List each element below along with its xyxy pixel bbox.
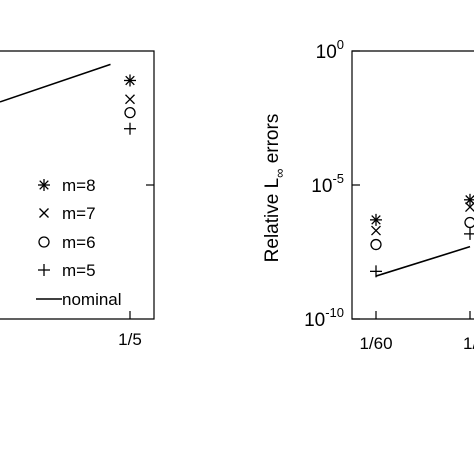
right-point-m8 [464, 193, 474, 206]
legend-entry-m6: m=6 [38, 233, 96, 252]
right-axes-frame [351, 50, 474, 320]
right-nominal-line [375, 245, 471, 277]
left-x-tick-label: 1/5 [118, 330, 142, 349]
right-y-tick-label-1: 10-5 [311, 171, 344, 197]
left-nominal-line [0, 63, 111, 103]
legend-label-m7: m=7 [62, 204, 96, 223]
legend-marker-plus [38, 264, 50, 276]
legend-label-m8: m=8 [62, 176, 96, 195]
left-plot: 1/5 m=8 m=7 m=6 m=5 nominal [0, 50, 155, 349]
right-y-ticks: 100 10-5 10-10 [304, 37, 360, 331]
legend-entry-m5: m=5 [38, 261, 96, 280]
right-point-m6 [370, 238, 382, 251]
right-y-tick-label-0: 100 [316, 37, 344, 63]
left-point-m8 [124, 74, 136, 87]
left-point-m6 [124, 106, 136, 119]
right-series-marks [370, 193, 474, 278]
legend-entry-m8: m=8 [38, 176, 96, 195]
legend: m=8 m=7 m=6 m=5 nominal [36, 176, 122, 309]
right-x-tick-label-2: 1/4 [463, 334, 474, 353]
ylabel-post: errors [262, 114, 283, 169]
left-point-m5 [124, 122, 136, 135]
legend-label-nominal: nominal [62, 290, 122, 309]
legend-marker-circle [38, 236, 50, 248]
legend-symbol [39, 208, 49, 218]
right-point-m7 [371, 225, 381, 236]
right-point-m8 [370, 213, 382, 226]
right-plot: 100 10-5 10-10 1/60 1/4 Relative L∞ errors [262, 37, 474, 353]
legend-symbol [38, 179, 50, 191]
legend-entry-m7: m=7 [39, 204, 96, 223]
legend-entry-nominal: nominal [36, 290, 122, 309]
right-y-tick-label-2: 10-10 [304, 305, 344, 331]
ylabel-pre: Relative L [262, 178, 283, 263]
legend-symbol [38, 236, 50, 248]
ylabel-sub: ∞ [272, 169, 287, 178]
left-point-m7 [125, 94, 135, 105]
right-x-tick-label-1: 1/60 [359, 334, 392, 353]
legend-marker-cross [39, 208, 49, 218]
right-point-m6 [464, 216, 474, 229]
right-point-m7 [465, 202, 474, 213]
legend-label-m6: m=6 [62, 233, 96, 252]
legend-symbol [38, 264, 50, 276]
left-series-marks [0, 63, 136, 135]
right-point-m5 [464, 227, 474, 240]
legend-marker-asterisk [38, 179, 50, 191]
legend-label-m5: m=5 [62, 261, 96, 280]
right-y-axis-label: Relative L∞ errors [262, 114, 287, 263]
